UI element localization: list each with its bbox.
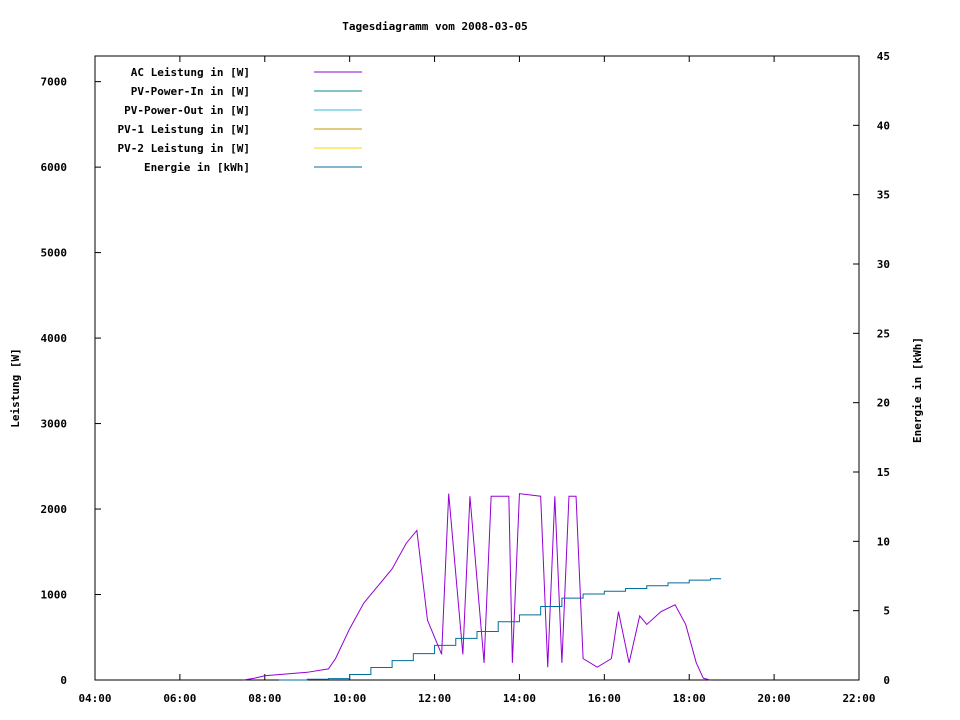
y2-tick-label: 10 xyxy=(877,535,890,548)
y-tick-label: 6000 xyxy=(41,161,68,174)
y2-tick-label: 0 xyxy=(883,674,890,687)
y-tick-label: 2000 xyxy=(41,503,68,516)
x-tick-label: 14:00 xyxy=(503,692,536,705)
plot-area xyxy=(94,55,860,681)
x-tick-label: 20:00 xyxy=(758,692,791,705)
y2-tick-label: 25 xyxy=(877,327,890,340)
x-tick-label: 10:00 xyxy=(333,692,366,705)
y-axis-label: Leistung [W] xyxy=(9,348,22,427)
y-tick-label: 1000 xyxy=(41,589,68,602)
y2-tick-label: 35 xyxy=(877,189,890,202)
y2-tick-label: 15 xyxy=(877,466,890,479)
y2-axis-label: Energie in [kWh] xyxy=(911,337,924,443)
legend-label: Energie in [kWh] xyxy=(144,161,250,174)
x-tick-label: 18:00 xyxy=(673,692,706,705)
x-tick-label: 06:00 xyxy=(163,692,196,705)
legend-label: PV-1 Leistung in [W] xyxy=(118,123,250,136)
x-tick-label: 16:00 xyxy=(588,692,621,705)
y-tick-label: 5000 xyxy=(41,247,68,260)
x-tick-label: 04:00 xyxy=(78,692,111,705)
legend-label: PV-Power-In in [W] xyxy=(131,85,250,98)
y2-tick-label: 5 xyxy=(883,605,890,618)
y-tick-label: 0 xyxy=(60,674,67,687)
y2-tick-label: 20 xyxy=(877,397,890,410)
y2-tick-label: 30 xyxy=(877,258,890,271)
legend-label: PV-Power-Out in [W] xyxy=(124,104,250,117)
x-tick-label: 08:00 xyxy=(248,692,281,705)
x-tick-label: 22:00 xyxy=(842,692,875,705)
legend-label: AC Leistung in [W] xyxy=(131,66,250,79)
y2-tick-label: 40 xyxy=(877,119,890,132)
y-tick-label: 7000 xyxy=(41,76,68,89)
x-tick-label: 12:00 xyxy=(418,692,451,705)
chart-title: Tagesdiagramm vom 2008-03-05 xyxy=(342,20,527,33)
y-tick-label: 4000 xyxy=(41,332,68,345)
y-tick-label: 3000 xyxy=(41,418,68,431)
series-line-6 xyxy=(278,578,722,681)
legend-label: PV-2 Leistung in [W] xyxy=(118,142,250,155)
series-line-1 xyxy=(243,493,711,681)
y2-tick-label: 45 xyxy=(877,50,890,63)
